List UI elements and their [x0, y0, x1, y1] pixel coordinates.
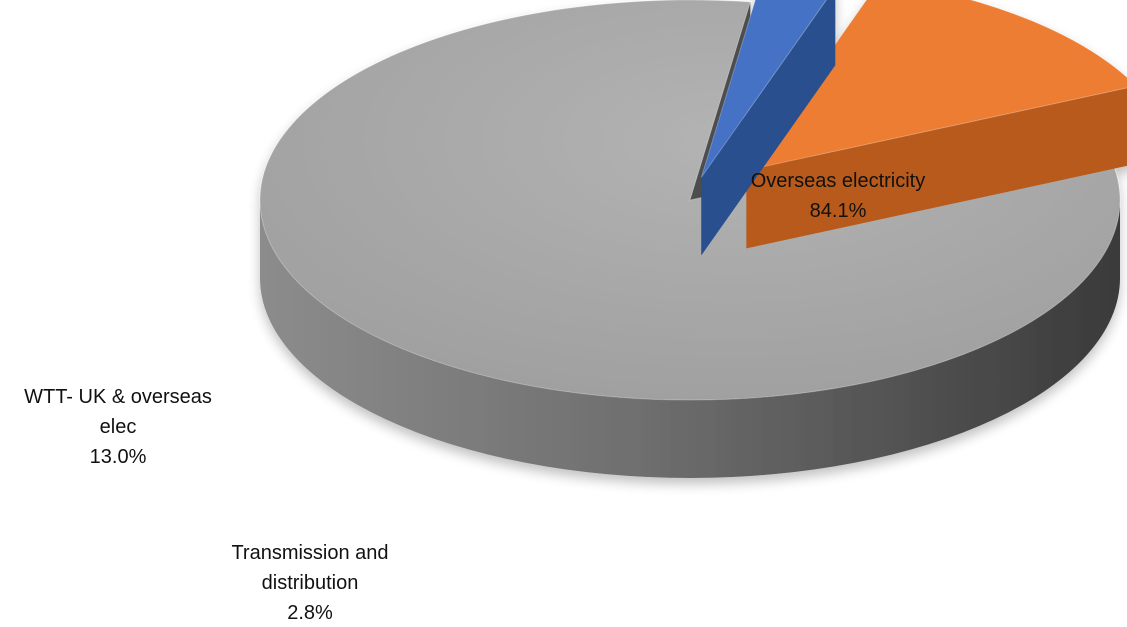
pie-slice-top	[259, 0, 1121, 401]
data-label-name: elec	[100, 416, 137, 438]
data-label-value: 84.1%	[810, 200, 867, 222]
pie-slice-transmission-and-distribution	[700, 0, 836, 256]
pie-slice-wtt-uk-overseas-elec	[745, 0, 1127, 249]
data-label-name: WTT- UK & overseas	[24, 386, 212, 408]
data-label-value: 13.0%	[90, 446, 147, 468]
pie-slice-wall	[746, 87, 1127, 249]
pie-slice-side	[260, 200, 1120, 478]
data-label-name: distribution	[262, 572, 359, 594]
pie-slice-top	[745, 0, 1127, 172]
data-label-name: Overseas electricity	[751, 170, 926, 192]
data-label: Overseas electricity 84.1%	[751, 170, 926, 222]
pie-slice-top	[700, 0, 827, 178]
data-label: WTT- UK & overseas elec 13.0%	[24, 386, 212, 468]
pie-slice-wall	[701, 0, 836, 256]
data-label: Transmission and distribution 2.8%	[231, 542, 388, 624]
data-label-value: 2.8%	[287, 602, 333, 624]
data-label-name: Transmission and	[231, 542, 388, 564]
